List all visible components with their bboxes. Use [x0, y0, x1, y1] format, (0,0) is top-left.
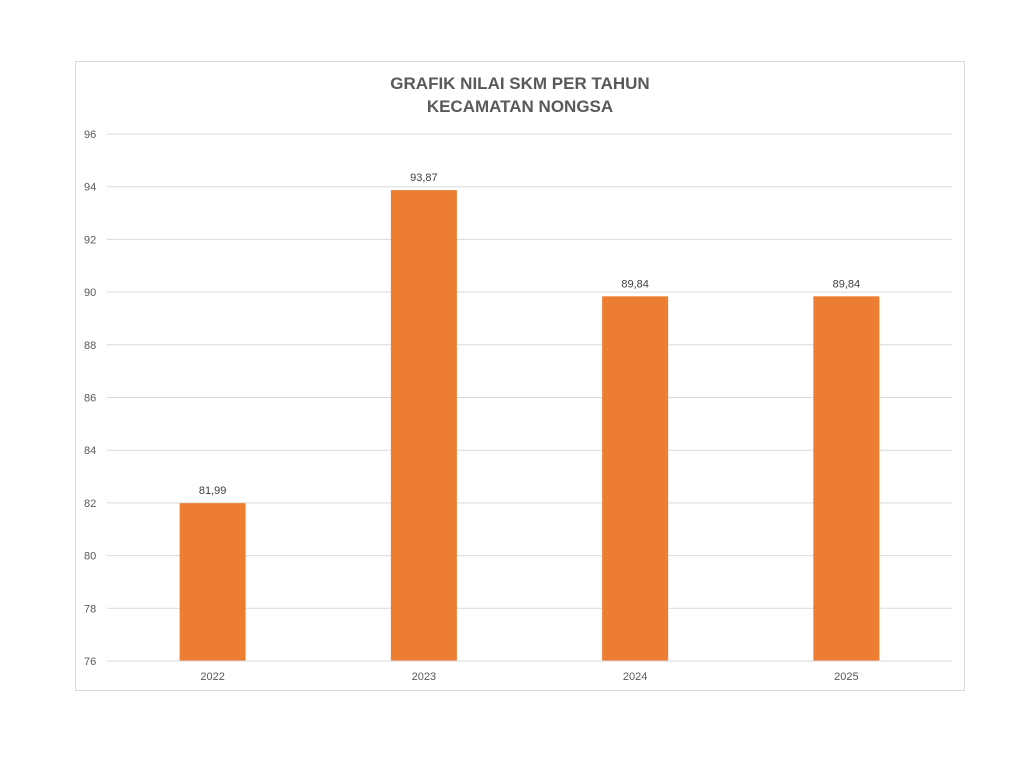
data-label: 81,99 — [199, 485, 227, 497]
y-tick-label: 78 — [84, 603, 96, 615]
chart-title-line-1: GRAFIK NILAI SKM PER TAHUN — [390, 74, 650, 93]
y-tick-label: 84 — [84, 445, 96, 457]
y-tick-label: 82 — [84, 498, 96, 510]
bar — [813, 296, 880, 661]
y-tick-label: 76 — [84, 656, 96, 668]
y-tick-label: 92 — [84, 234, 96, 246]
data-label: 93,87 — [410, 172, 438, 184]
x-tick-label: 2023 — [412, 671, 436, 683]
y-tick-label: 96 — [84, 129, 96, 141]
y-tick-label: 88 — [84, 340, 96, 352]
x-tick-label: 2024 — [623, 671, 647, 683]
x-tick-label: 2022 — [200, 671, 224, 683]
y-tick-label: 86 — [84, 393, 96, 405]
bar — [390, 190, 457, 662]
bar — [602, 296, 669, 661]
y-tick-label: 80 — [84, 551, 96, 563]
chart-frame: GRAFIK NILAI SKM PER TAHUN KECAMATAN NON… — [75, 61, 965, 691]
x-tick-label: 2025 — [834, 671, 858, 683]
y-tick-label: 94 — [84, 182, 96, 194]
y-tick-label: 90 — [84, 287, 96, 299]
bar — [179, 503, 246, 661]
chart-title-line-2: KECAMATAN NONGSA — [426, 97, 614, 116]
bar-chart-plot: 76 78 80 82 84 86 88 90 92 94 96 81,99 2022 93,87 2023… — [84, 129, 952, 683]
data-label: 89,84 — [833, 278, 861, 290]
data-label: 89,84 — [621, 278, 649, 290]
